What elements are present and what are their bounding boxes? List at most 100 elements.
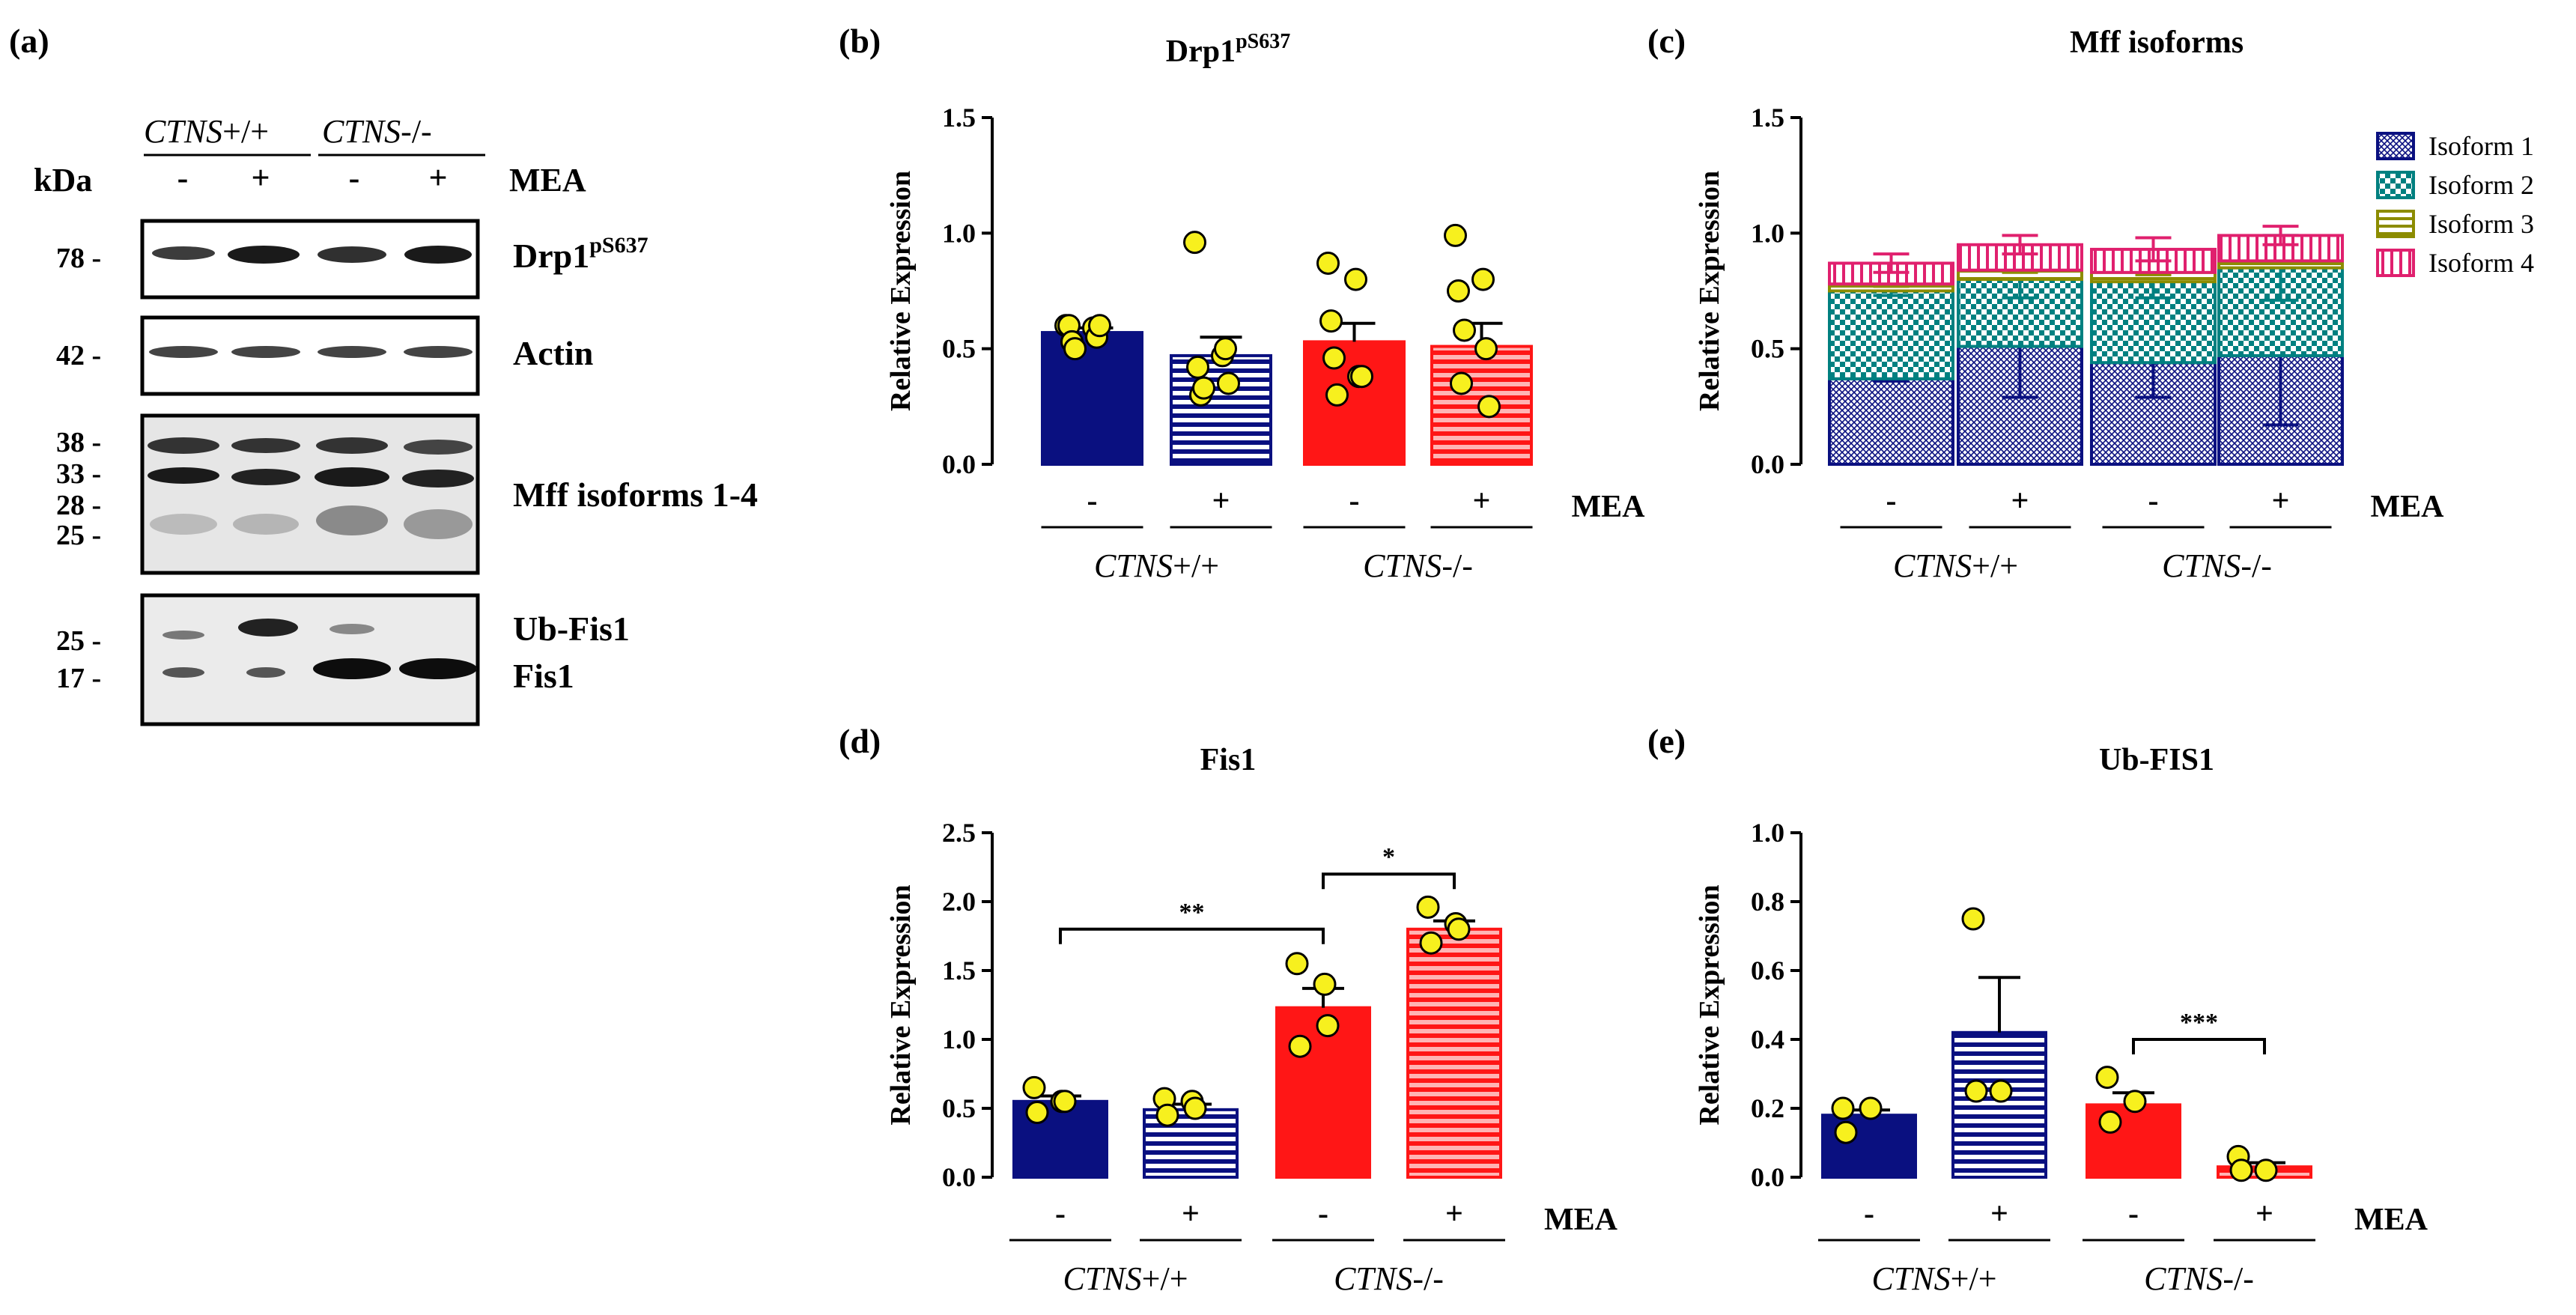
genotype-label-d: CTNS-/-	[1334, 1260, 1444, 1297]
blot-bands-mff	[148, 437, 474, 539]
data-point-b	[1447, 279, 1470, 303]
panel-d: (d) Fis1 0.0 0.5 1.0 1.5 2.0 2.5 Relative Expres…	[839, 722, 1618, 1297]
category-sign-b: +	[1473, 484, 1491, 518]
y-tick-label-e: 0.6	[1751, 956, 1784, 986]
panel-label-d: (d)	[839, 722, 881, 760]
category-sign-e: +	[2255, 1197, 2273, 1231]
genotype-label-e: CTNS-/-	[2144, 1260, 2254, 1297]
category-sign-b: +	[1212, 484, 1230, 518]
genotype-label-d: CTNS+/+	[1063, 1260, 1188, 1297]
data-point-d	[1316, 1014, 1340, 1038]
y-tick-label-e: 0.4	[1751, 1024, 1784, 1054]
category-sign-d: +	[1182, 1197, 1200, 1231]
data-point-b	[1344, 267, 1367, 291]
data-point-b	[1474, 337, 1498, 361]
legend-label-c: Isoform 3	[2428, 209, 2534, 239]
data-point-b	[1444, 223, 1467, 247]
data-point-b	[1214, 337, 1237, 361]
data-point-b	[1450, 371, 1473, 395]
bar-e	[1821, 1114, 1917, 1179]
category-sign-d: -	[1318, 1197, 1328, 1231]
panel-c: (c) Mff isoforms 0.0 0.5 1.0 1.5 Relative Expr…	[1647, 22, 2534, 584]
condition-label-b: MEA	[1572, 490, 1646, 524]
y-tick-label-b: 0.5	[942, 334, 976, 364]
category-sign-c: -	[1886, 484, 1897, 518]
blot-bands-fis1	[162, 619, 477, 679]
blot-label-fis1: Fis1	[513, 657, 574, 695]
data-point-e	[1961, 907, 1985, 931]
data-point-b	[1192, 376, 1215, 400]
chart-title-b: Drp1pS637	[1166, 30, 1291, 69]
data-point-d	[1419, 931, 1443, 955]
genotype-label-e: CTNS+/+	[1871, 1260, 1996, 1297]
category-sign-e: -	[1864, 1197, 1874, 1231]
category-sign-e: +	[1990, 1197, 2008, 1231]
data-point-d	[1416, 895, 1440, 919]
y-axis-label-b: Relative Expression	[885, 171, 917, 411]
panel-b: (b) Drp1pS637 0.0 0.5 1.0 1.5 Relative Express…	[839, 22, 1645, 584]
bar-b	[1303, 340, 1406, 467]
bar-b	[1041, 331, 1143, 466]
data-point-e	[2095, 1066, 2119, 1090]
blot-label-actin: Actin	[513, 334, 593, 372]
data-point-b	[1063, 337, 1087, 361]
y-tick-label-e: 0.0	[1751, 1162, 1784, 1192]
data-point-e	[2254, 1158, 2278, 1182]
significance-label-d: **	[1179, 899, 1205, 926]
blot-label-mff: Mff isoforms 1-4	[513, 476, 758, 514]
y-tick-label-d: 0.0	[942, 1162, 976, 1192]
data-point-e	[1834, 1120, 1858, 1144]
data-point-d	[1447, 917, 1471, 941]
blot-marker-17: 17 -	[56, 663, 101, 694]
data-point-b	[1316, 251, 1340, 275]
blot-marker-33: 33 -	[56, 458, 101, 490]
y-tick-label-e: 1.0	[1751, 818, 1784, 848]
data-point-b	[1217, 371, 1240, 395]
data-point-e	[2229, 1158, 2253, 1182]
data-point-e	[2098, 1110, 2122, 1134]
category-sign-c: +	[2272, 484, 2290, 518]
data-point-e	[1964, 1079, 1988, 1103]
y-tick-label-d: 2.0	[942, 887, 976, 917]
blot-bands-drp1	[152, 246, 472, 264]
blot-marker-78: 78 -	[56, 243, 101, 274]
panel-label-a: (a)	[9, 22, 49, 60]
data-point-b	[1186, 355, 1209, 379]
data-point-d	[1183, 1096, 1207, 1120]
bar-e	[1951, 1030, 2047, 1179]
significance-bracket-d	[1322, 872, 1456, 890]
panel-e: (e) Ub-FIS1 0.0 0.2 0.4 0.6 0.8 1.0 Relative Exp…	[1647, 722, 2428, 1297]
category-sign-e: -	[2128, 1197, 2139, 1231]
y-tick-label-c: 1.5	[1751, 103, 1784, 133]
legend-label-c: Isoform 4	[2428, 248, 2534, 278]
category-sign-d: -	[1055, 1197, 1066, 1231]
data-point-b	[1325, 383, 1349, 407]
data-point-d	[1285, 952, 1309, 976]
significance-bracket-e	[2132, 1038, 2266, 1054]
blot-label-drp1: Drp1pS637	[513, 233, 648, 275]
data-point-d	[1053, 1090, 1077, 1114]
category-sign-b: -	[1087, 484, 1098, 518]
data-point-e	[1989, 1079, 2013, 1103]
category-sign-c: -	[2148, 484, 2159, 518]
blot-marker-28: 28 -	[56, 490, 101, 521]
y-tick-label-d: 1.0	[942, 1024, 976, 1054]
blot-sign-1: -	[177, 160, 189, 196]
panel-a: (a) CTNS+/+ CTNS-/- kDa - + - + MEA 78 -…	[9, 22, 758, 726]
y-tick-label-b: 0.0	[942, 449, 976, 479]
y-tick-label-e: 0.2	[1751, 1093, 1784, 1123]
y-tick-label-d: 0.5	[942, 1093, 976, 1123]
genotype-label-c: CTNS-/-	[2162, 547, 2272, 584]
blot-label-ubfis1: Ub-Fis1	[513, 610, 630, 648]
data-point-b	[1183, 231, 1206, 255]
y-tick-label-c: 0.0	[1751, 449, 1784, 479]
bar-d	[1406, 927, 1502, 1179]
genotype-label-c: CTNS+/+	[1893, 547, 2018, 584]
category-sign-c: +	[2011, 484, 2029, 518]
legend-label-c: Isoform 2	[2428, 170, 2534, 200]
condition-label-e: MEA	[2354, 1203, 2428, 1237]
genotype-label-b: CTNS-/-	[1363, 547, 1473, 584]
y-tick-label-d: 1.5	[942, 956, 976, 986]
data-point-d	[1313, 972, 1337, 996]
